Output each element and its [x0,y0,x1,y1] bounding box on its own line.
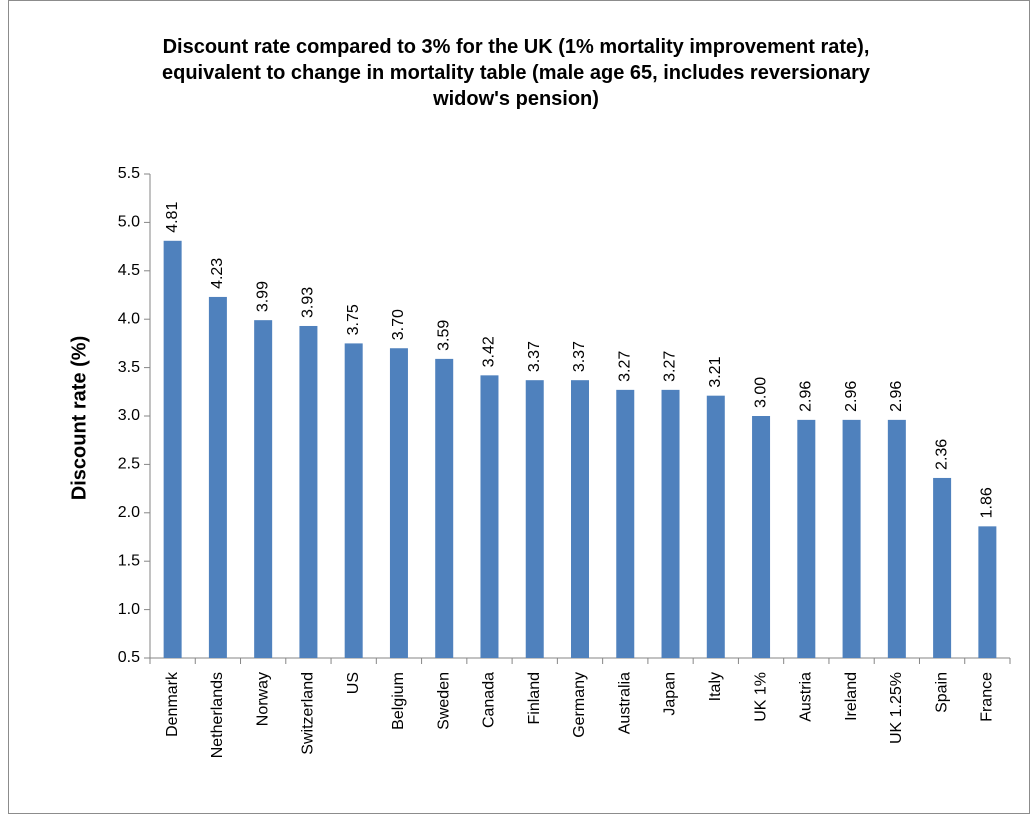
data-label: 2.96 [798,381,815,412]
category-label: Spain [933,672,950,713]
bar [435,358,454,658]
category-label: Denmark [164,671,181,737]
y-tick-label: 4.0 [118,310,140,327]
bar [299,325,318,658]
y-tick-label: 5.0 [118,214,140,231]
data-label: 3.27 [616,351,633,382]
y-tick-label: 3.5 [118,359,140,376]
category-label: Belgium [390,672,407,730]
data-label: 2.96 [843,381,860,412]
category-label: UK 1.25% [888,672,905,744]
category-label: Canada [481,672,498,728]
bar [842,419,861,658]
y-tick-label: 5.5 [118,165,140,182]
y-tick-label: 1.0 [118,601,140,618]
category-label: Norway [254,672,271,726]
bar [887,419,906,658]
plot-area: 0.5 1.0 1.5 2.0 2.5 3.0 3.5 4.0 4.5 5.0 5.5 4.81 Den… [118,165,1011,758]
bar [616,389,635,658]
category-label: Ireland [843,672,860,721]
data-label: 2.96 [888,381,905,412]
category-label: Australia [616,672,633,734]
bar [254,320,273,658]
y-tick-label: 1.5 [118,552,140,569]
y-tick-label: 2.5 [118,456,140,473]
data-label: 3.37 [526,341,543,372]
y-tick-label: 3.0 [118,407,140,424]
bar [480,375,499,658]
category-label: Switzerland [300,672,317,755]
y-axis-label: Discount rate (%) [68,336,90,500]
bar [978,526,997,658]
bar [706,395,725,658]
data-label: 3.93 [300,287,317,318]
data-label: 3.70 [390,309,407,340]
category-label: Italy [707,672,724,701]
bar [525,380,544,658]
data-label: 3.00 [752,377,769,408]
chart-title: Discount rate compared to 3% for the UK … [100,34,932,112]
data-label: 4.81 [164,202,181,233]
data-label: 4.23 [209,258,226,289]
bar [344,343,363,658]
category-label: France [979,672,996,722]
bar [752,416,771,658]
y-tick-label: 2.0 [118,504,140,521]
data-label: 3.27 [662,351,679,382]
category-label: Finland [526,672,543,724]
category-label: Netherlands [209,672,226,758]
data-label: 1.86 [979,487,996,518]
data-label: 3.21 [707,356,724,387]
y-tick-label: 4.5 [118,262,140,279]
category-label: US [345,672,362,694]
category-label: Austria [798,672,815,722]
y-tick-label: 0.5 [118,649,140,666]
chart-title-line-3: widow's pension) [433,88,599,110]
category-label: Sweden [435,672,452,730]
bar [661,389,680,658]
data-label: 2.36 [933,439,950,470]
category-label: UK 1% [752,672,769,722]
data-label: 3.42 [481,336,498,367]
data-label: 3.37 [571,341,588,372]
chart-title-line-2: equivalent to change in mortality table … [161,62,871,84]
category-label: Japan [662,672,679,716]
bar [797,419,816,658]
bar [933,477,952,658]
bar [571,380,589,658]
bar [163,240,182,659]
data-label: 3.59 [435,320,452,351]
category-label: Germany [571,672,588,738]
data-label: 3.75 [345,304,362,335]
data-label: 3.99 [254,281,271,312]
bar [208,296,227,658]
chart-title-line-1: Discount rate compared to 3% for the UK … [162,36,870,58]
bar [389,348,408,658]
